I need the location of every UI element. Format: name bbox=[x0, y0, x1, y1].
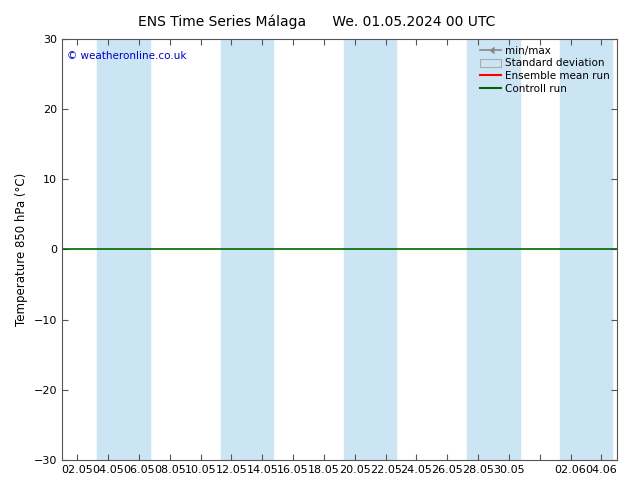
Bar bbox=[467, 39, 520, 460]
Bar bbox=[98, 39, 150, 460]
Y-axis label: Temperature 850 hPa (°C): Temperature 850 hPa (°C) bbox=[15, 173, 28, 326]
Text: © weatheronline.co.uk: © weatheronline.co.uk bbox=[67, 51, 187, 61]
Text: ENS Time Series Málaga      We. 01.05.2024 00 UTC: ENS Time Series Málaga We. 01.05.2024 00… bbox=[138, 15, 496, 29]
Bar bbox=[221, 39, 273, 460]
Bar bbox=[344, 39, 396, 460]
Bar bbox=[560, 39, 612, 460]
Legend: min/max, Standard deviation, Ensemble mean run, Controll run: min/max, Standard deviation, Ensemble me… bbox=[477, 44, 612, 96]
